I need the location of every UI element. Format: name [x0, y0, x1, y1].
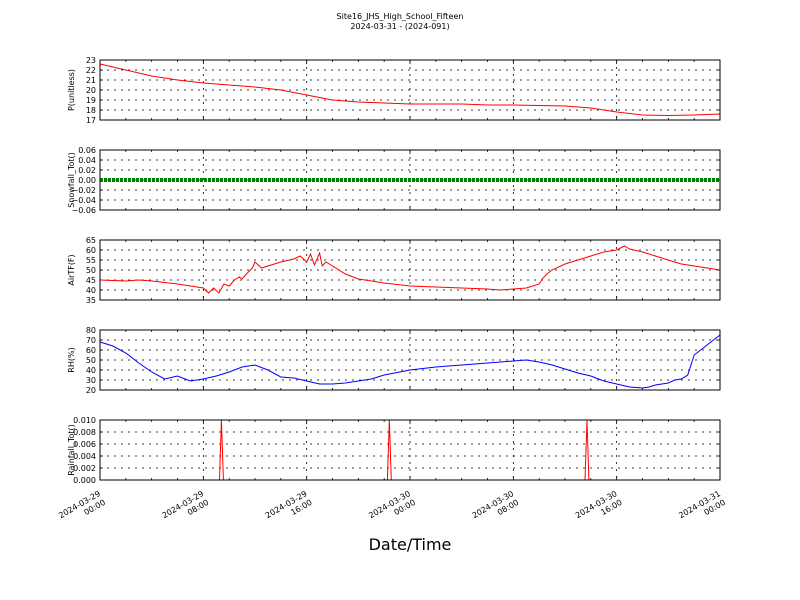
chart-panel: 0.010 0.008 0.006 0.004 0.002 0.000Rainfall_T…	[67, 416, 721, 485]
chart-subtitle: 2024-03-31 - (2024-091)	[350, 22, 449, 31]
y-tick-label: 65	[86, 236, 96, 245]
y-axis-label: Rainfall_Tot()	[67, 424, 76, 476]
y-tick-label: −0.06	[71, 206, 96, 215]
y-tick-label: 18	[86, 106, 96, 115]
series-line	[99, 63, 721, 117]
chart-panels: 23222120191817P(unitless)0.060.040.020.0…	[67, 56, 721, 485]
y-tick-label: 0.02	[78, 166, 96, 175]
y-tick-label: 55	[86, 256, 96, 265]
y-tick-label: 0.06	[78, 146, 96, 155]
y-tick-label: 60	[86, 346, 96, 355]
y-tick-label: 35	[86, 296, 96, 305]
y-tick-label: 0.00	[78, 176, 96, 185]
y-axis-label: RH(%)	[67, 347, 76, 372]
y-tick-label: 0.000	[73, 476, 96, 485]
y-tick-label: 23	[86, 56, 96, 65]
y-tick-label: 22	[86, 66, 96, 75]
y-tick-label: 40	[86, 366, 96, 375]
chart-panel: 0.060.040.020.00−0.02−0.04−0.06Snowfall_…	[67, 146, 721, 215]
chart-title: Site16_JHS_High_School_Fifteen	[337, 12, 464, 21]
y-tick-label: 40	[86, 286, 96, 295]
y-tick-label: 80	[86, 326, 96, 335]
y-tick-label: 0.006	[73, 440, 96, 449]
y-tick-label: 50	[86, 266, 96, 275]
plot-frame	[99, 59, 721, 121]
plot-frame	[99, 329, 721, 391]
y-tick-label: 20	[86, 386, 96, 395]
y-tick-label: 20	[86, 86, 96, 95]
y-tick-label: 0.04	[78, 156, 96, 165]
y-tick-label: 70	[86, 336, 96, 345]
plot-frame	[99, 239, 721, 301]
y-axis-label: AirTF(F)	[67, 254, 76, 285]
y-tick-label: 60	[86, 246, 96, 255]
y-tick-label: 45	[86, 276, 96, 285]
y-axis-label: Snowfall_Tot()	[67, 152, 76, 208]
y-tick-label: 17	[86, 116, 96, 125]
series-line	[99, 334, 721, 389]
y-tick-label: −0.04	[71, 196, 96, 205]
y-tick-label: 30	[86, 376, 96, 385]
y-tick-label: 21	[86, 76, 96, 85]
x-axis-label: Date/Time	[369, 535, 452, 554]
y-tick-label: −0.02	[71, 186, 96, 195]
y-axis-label: P(unitless)	[67, 69, 76, 111]
y-tick-label: 19	[86, 96, 96, 105]
y-tick-label: 50	[86, 356, 96, 365]
y-tick-label: 0.010	[73, 416, 96, 425]
series-line	[99, 245, 721, 294]
y-tick-label: 0.002	[73, 464, 96, 473]
plot-frame	[99, 419, 721, 481]
y-tick-label: 0.004	[73, 452, 96, 461]
plot-frame	[99, 149, 721, 211]
y-tick-label: 0.008	[73, 428, 96, 437]
